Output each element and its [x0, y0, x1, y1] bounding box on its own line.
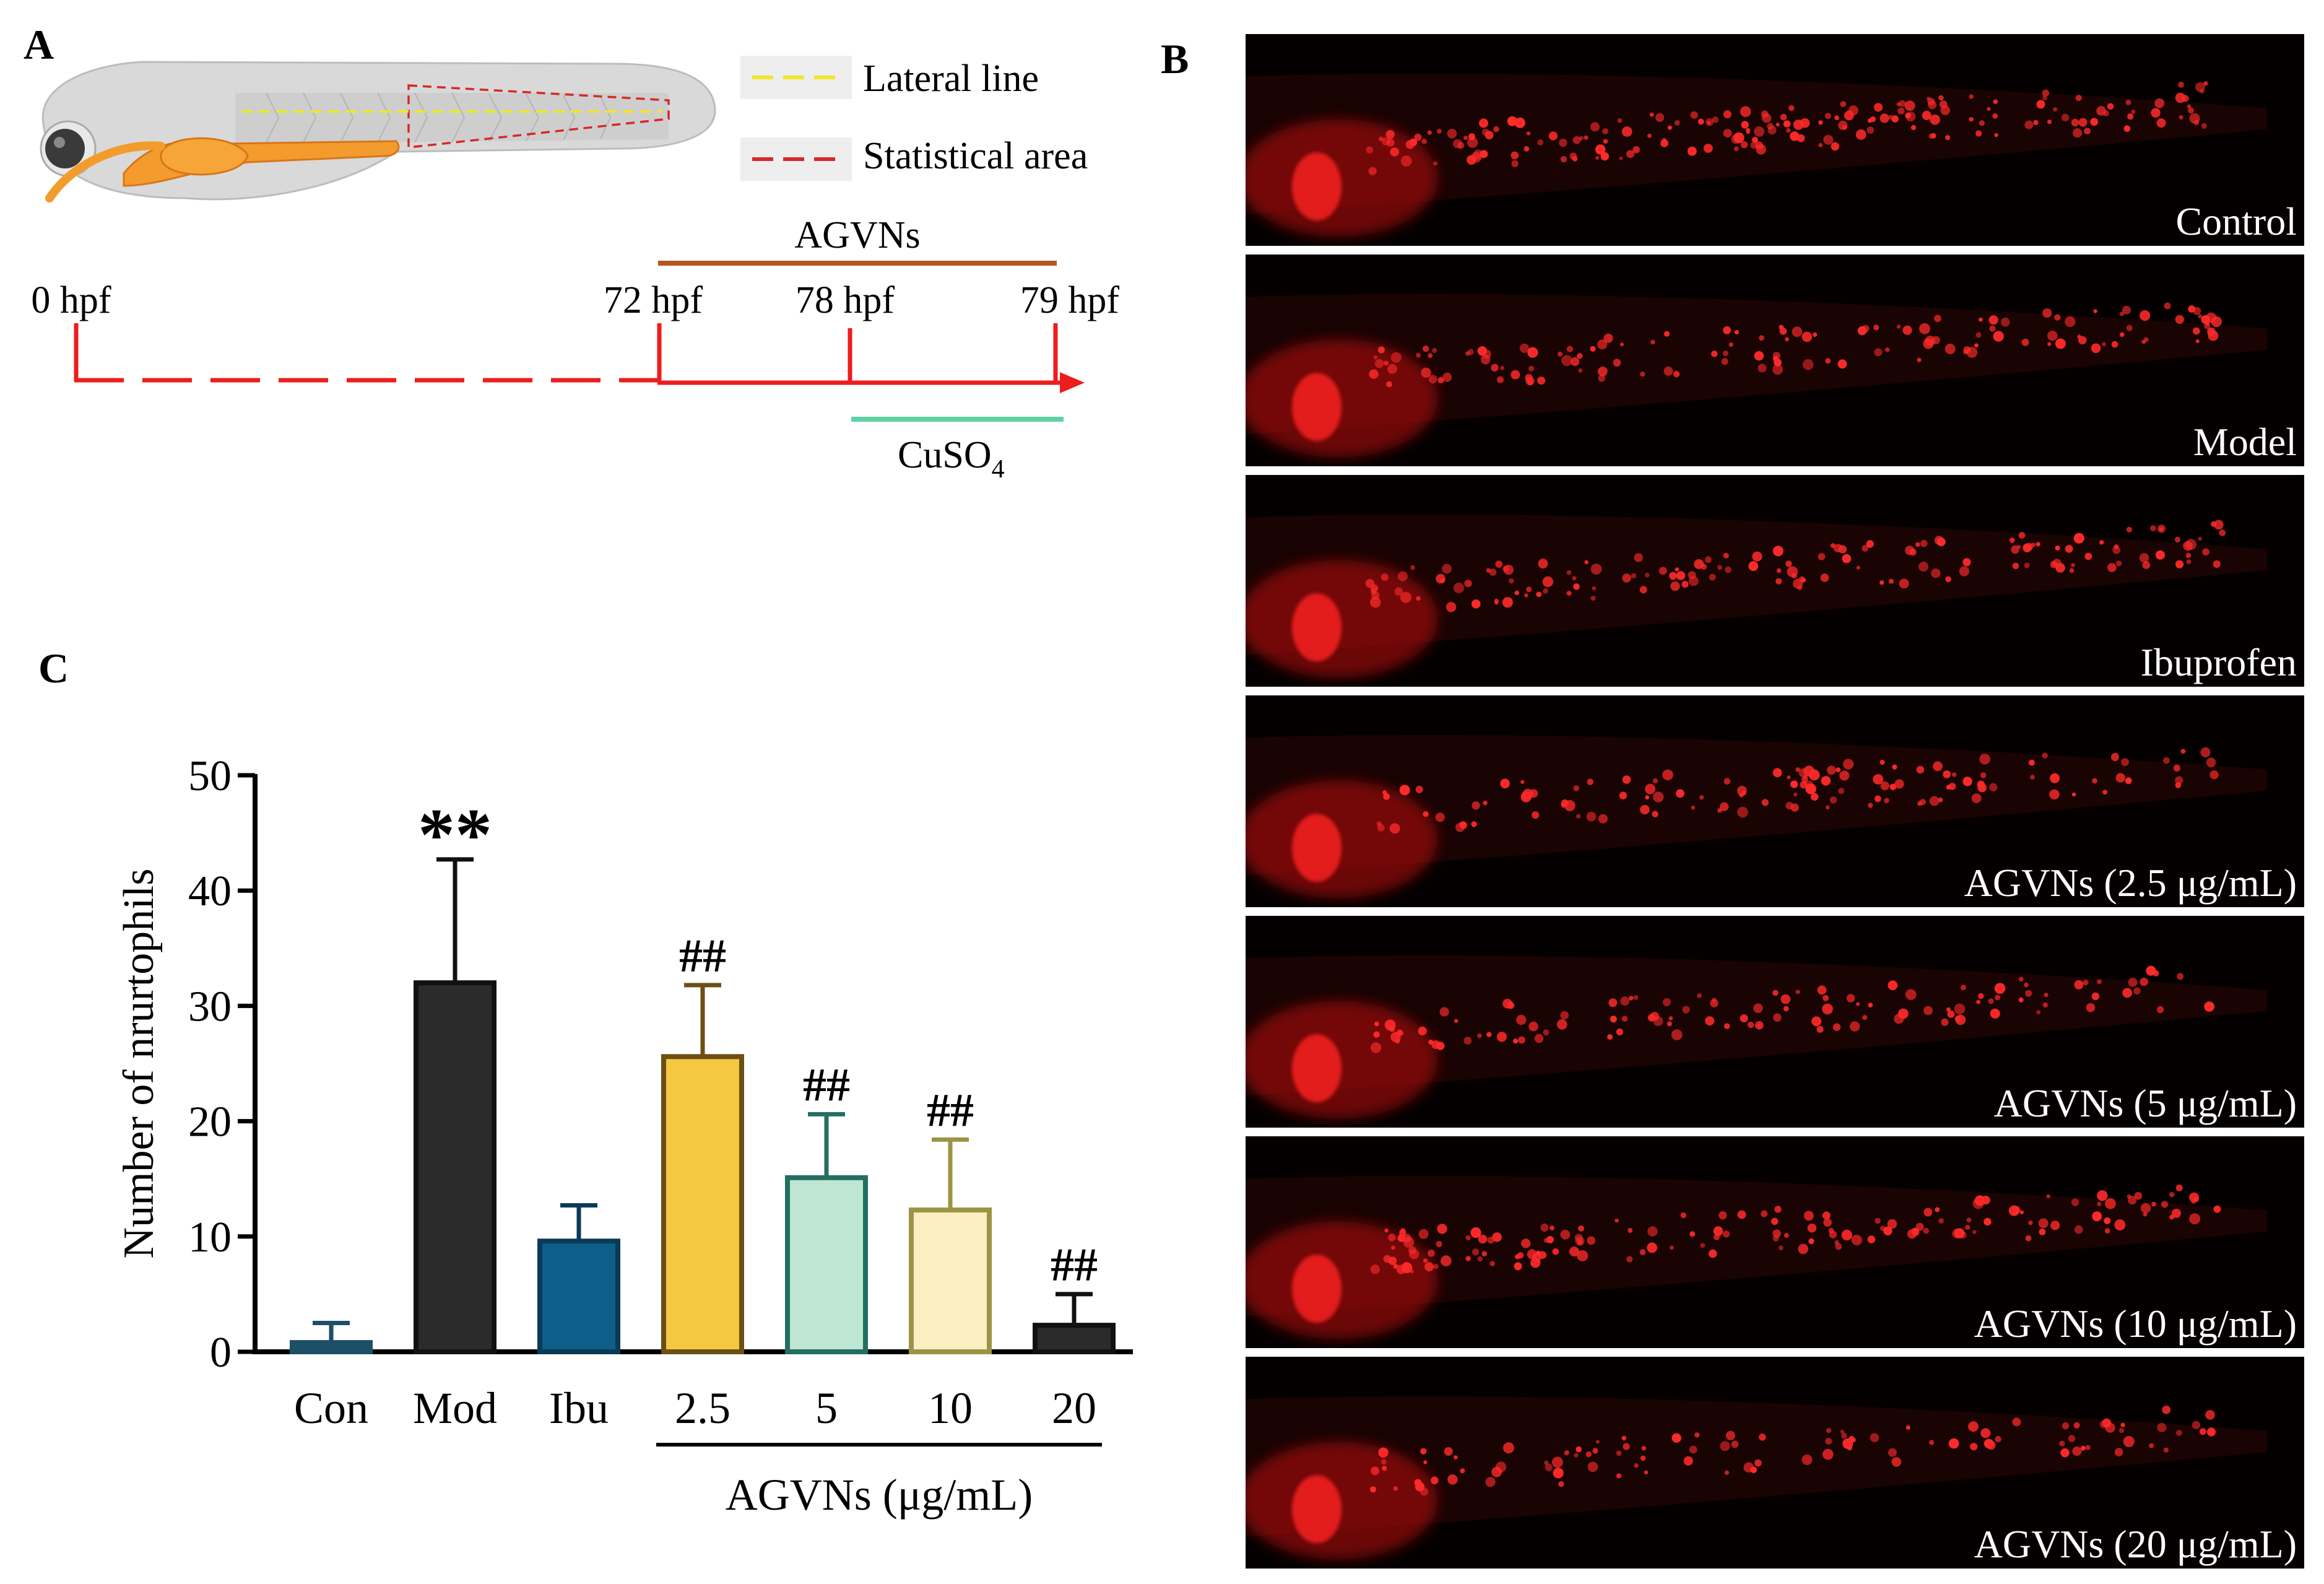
significance-annotation: ##: [803, 1059, 850, 1111]
y-tick-label: 10: [188, 1214, 232, 1261]
bar-Ibu: [537, 1238, 620, 1355]
fluorescence-image-4: AGVNs (2.5 μg/mL): [1246, 695, 2304, 907]
fluorescence-image-label: AGVNs (10 μg/mL): [1974, 1302, 2297, 1346]
x-tick-label: Con: [294, 1383, 368, 1433]
timeline-tick-72hpf: 72 hpf: [604, 279, 703, 321]
x-tick-label: 2.5: [675, 1383, 731, 1433]
fluorescence-image-stack: Control Model Ibuprofen AGVNs (2.5 μg/mL) AG…: [1246, 34, 2304, 1569]
fluorescence-image-label: AGVNs (2.5 μg/mL): [1964, 861, 2297, 905]
bar-Mod: [414, 980, 496, 1355]
agvns-group-label: AGVNs (μg/mL): [726, 1470, 1033, 1520]
fluorescence-image-6: AGVNs (10 μg/mL): [1246, 1136, 2304, 1348]
panel-a: A Lateral line: [24, 21, 1119, 484]
y-tick-label: 30: [188, 983, 232, 1030]
fluorescence-image-2: Model: [1246, 255, 2304, 466]
fluorescence-image-label: Ibuprofen: [2141, 640, 2297, 684]
panel-c: C 0 10 20 30 40 50 Number of nrurtophils Con Mod…: [38, 645, 1133, 1520]
y-axis-label: Number of nrurtophils: [115, 869, 163, 1259]
fluorescence-image-label: Model: [2193, 420, 2297, 464]
y-tick-label: 0: [210, 1329, 232, 1377]
panel-c-letter: C: [38, 645, 69, 692]
bar-2.5: [661, 1054, 744, 1354]
panel-b-letter: B: [1161, 35, 1189, 82]
timeline-tick-79hpf: 79 hpf: [1020, 279, 1120, 321]
x-tick-label: 5: [815, 1383, 838, 1433]
bar-10: [909, 1207, 992, 1354]
timeline-arrowhead: [1060, 372, 1085, 393]
fluorescence-image-3: Ibuprofen: [1246, 475, 2304, 687]
y-tick-label: 40: [188, 868, 232, 915]
significance-annotation: ##: [679, 930, 726, 982]
x-tick-label: 10: [928, 1383, 973, 1433]
timeline-tick-0hpf: 0 hpf: [31, 279, 111, 321]
x-tick-label: Ibu: [549, 1383, 609, 1433]
y-tick-label: 20: [188, 1099, 232, 1146]
agvns-exposure-label: AGVNs: [794, 214, 920, 256]
zebrafish-larva-illustration: [40, 61, 716, 202]
statistical-area-outline: [407, 84, 670, 149]
fluorescence-image-7: AGVNs (20 μg/mL): [1246, 1357, 2304, 1569]
significance-annotation: **: [418, 793, 492, 876]
legend-label-statistical-area: Statistical area: [863, 135, 1088, 177]
panel-b: B Control Model Ibuprofen AGVNs (2.5 μg/mL)…: [1161, 34, 2304, 1569]
cuso4-exposure-label: CuSO4: [898, 434, 1005, 484]
x-tick-label: 20: [1052, 1383, 1096, 1433]
bar-5: [785, 1175, 868, 1354]
y-tick-label: 50: [188, 752, 232, 800]
fluorescence-image-5: AGVNs (5 μg/mL): [1246, 916, 2304, 1128]
neutrophil-count-bar-chart: 0 10 20 30 40 50 Number of nrurtophils Con Mod **…: [115, 752, 1133, 1520]
bar-Con: [290, 1340, 373, 1355]
significance-annotation: ##: [927, 1084, 974, 1136]
panel-a-letter: A: [24, 21, 54, 68]
fluorescence-image-label: AGVNs (5 μg/mL): [1994, 1081, 2297, 1125]
fluorescence-image-1: Control: [1246, 34, 2304, 246]
fluorescence-image-label: AGVNs (20 μg/mL): [1974, 1522, 2297, 1566]
exposure-timeline: AGVNs 0 hpf 72 hpf 78 hpf 79 hpf CuSO4: [31, 214, 1119, 484]
timeline-tick-78hpf: 78 hpf: [796, 279, 895, 321]
x-tick-label: Mod: [413, 1383, 497, 1433]
bar-20: [1033, 1323, 1116, 1355]
panel-a-legend: Lateral line Statistical area: [740, 56, 1088, 181]
significance-annotation: ##: [1051, 1239, 1098, 1291]
legend-label-lateral-line: Lateral line: [863, 58, 1039, 100]
fluorescence-image-label: Control: [2175, 199, 2297, 243]
